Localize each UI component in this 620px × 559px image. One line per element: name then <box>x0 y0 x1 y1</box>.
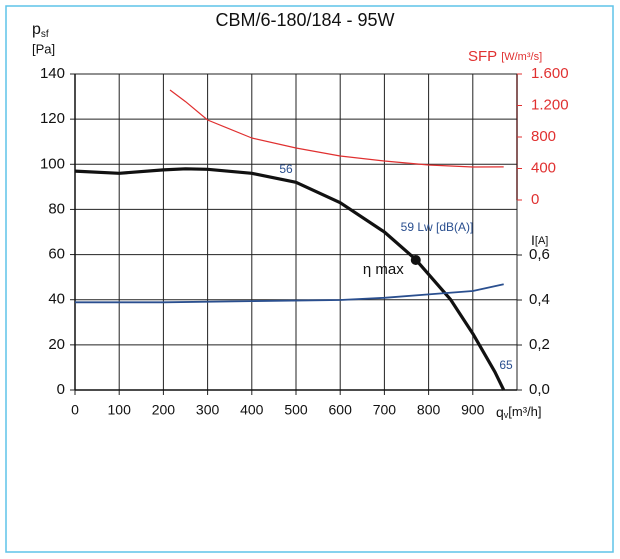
x-label-symbol: q <box>496 404 504 420</box>
frame <box>5 5 614 553</box>
x-tick-label: 500 <box>284 402 308 418</box>
y-axis-label: psf <box>32 21 49 39</box>
x-tick-label: 400 <box>240 402 264 418</box>
y2-tick-label: 0 <box>531 191 539 208</box>
series-line <box>74 167 506 391</box>
x-tick-label: 200 <box>152 402 176 418</box>
y3-axis-label: I[A] <box>531 232 548 248</box>
y-axis-unit: [Pa] <box>32 41 55 56</box>
y-tick-label: 0 <box>57 381 65 398</box>
x-tick-label: 900 <box>461 402 485 418</box>
x-tick-label: 300 <box>196 402 220 418</box>
series-line <box>75 283 504 304</box>
x-tick-label: 0 <box>71 402 79 418</box>
y2-axis-label: SFP [W/m³/s] <box>468 48 542 65</box>
y-tick-label: 80 <box>48 200 65 217</box>
x-label-unit: [m³/h] <box>508 404 541 419</box>
x-tick-label: 100 <box>108 402 132 418</box>
series-line <box>169 89 504 168</box>
y3-label-name: I <box>531 232 535 248</box>
x-tick-label: 800 <box>417 402 441 418</box>
y3-tick-label: 0,4 <box>529 291 550 308</box>
y2-label-unit: [W/m³/s] <box>501 51 542 63</box>
eta-max-label: η max <box>363 261 404 278</box>
y2-tick-label: 1.600 <box>531 65 569 82</box>
x-tick-label: 700 <box>373 402 397 418</box>
y2-label-name: SFP <box>468 48 497 65</box>
x-tick-label: 600 <box>329 402 353 418</box>
y-tick-label: 60 <box>48 246 65 263</box>
y-tick-label: 140 <box>40 65 65 82</box>
y-label-sub: sf <box>41 29 49 40</box>
y2-tick-label: 800 <box>531 128 556 145</box>
annotation: 65 <box>499 358 513 372</box>
y2-tick-label: 1.200 <box>531 96 569 113</box>
y3-label-unit: [A] <box>535 235 548 247</box>
y-tick-label: 20 <box>48 336 65 353</box>
annotation: 59 Lw [dB(A)] <box>401 220 474 234</box>
y-tick-label: 100 <box>40 155 65 172</box>
x-label-sub: v <box>504 410 509 420</box>
annotation: 56 <box>279 162 293 176</box>
chart-title: CBM/6-180/184 - 95W <box>215 10 394 30</box>
eta-max-point <box>410 254 421 265</box>
y2-tick-label: 400 <box>531 159 556 176</box>
y-label-symbol: p <box>32 21 41 38</box>
y-tick-label: 120 <box>40 110 65 127</box>
y3-tick-label: 0,0 <box>529 381 550 398</box>
y-tick-label: 40 <box>48 291 65 308</box>
y3-tick-label: 0,2 <box>529 336 550 353</box>
y3-tick-label: 0,6 <box>529 246 550 263</box>
x-axis-label: qv[m³/h] <box>496 404 542 421</box>
